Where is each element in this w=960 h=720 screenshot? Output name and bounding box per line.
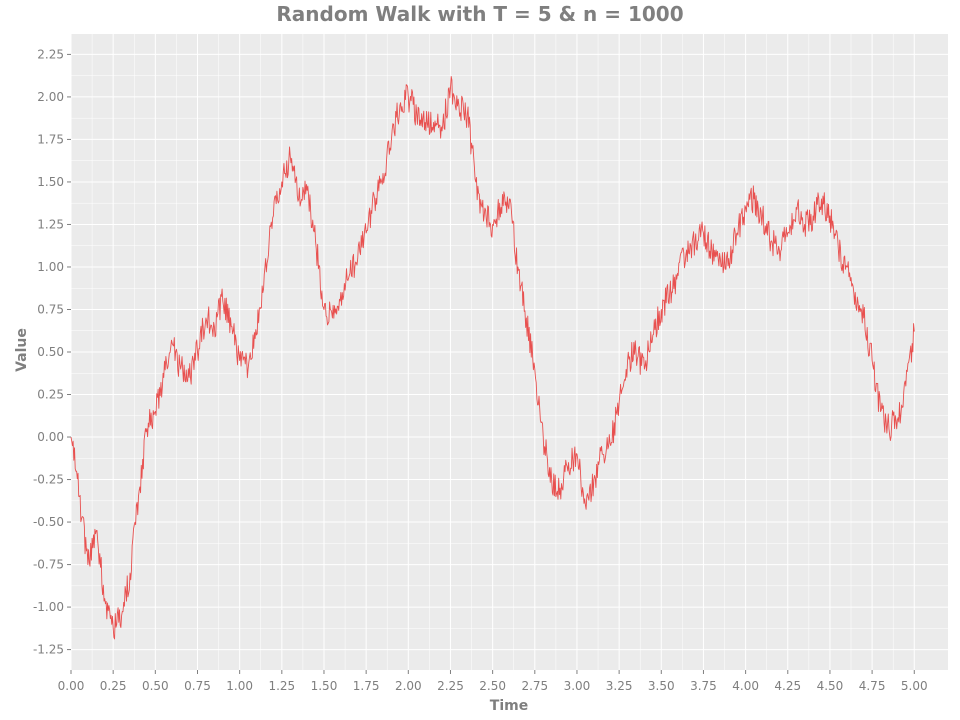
- y-tick-label: -1.25: [33, 643, 64, 657]
- x-tick-label: 3.25: [606, 679, 633, 693]
- x-tick-label: 1.25: [268, 679, 295, 693]
- x-tick-label: 5.00: [901, 679, 928, 693]
- chart-title: Random Walk with T = 5 & n = 1000: [276, 2, 683, 26]
- x-tick-label: 0.00: [58, 679, 85, 693]
- x-axis-label: Time: [490, 698, 528, 714]
- y-axis-label: Value: [14, 328, 30, 372]
- y-tick-label: 1.75: [37, 132, 64, 146]
- y-tick-label: 0.25: [37, 388, 64, 402]
- x-tick-label: 4.50: [817, 679, 844, 693]
- x-tick-label: 3.00: [564, 679, 591, 693]
- x-tick-label: 1.50: [311, 679, 338, 693]
- y-tick-label: 2.25: [37, 47, 64, 61]
- y-tick-label: 0.00: [37, 430, 64, 444]
- y-tick-label: -0.25: [33, 473, 64, 487]
- y-tick-label: 1.50: [37, 175, 64, 189]
- series-line-0: [70, 76, 915, 640]
- y-tick-label: -0.75: [33, 558, 64, 572]
- series-layer: [70, 76, 915, 640]
- x-tick-label: 4.00: [732, 679, 759, 693]
- x-tick-label: 3.50: [648, 679, 675, 693]
- x-tick-label: 4.75: [859, 679, 886, 693]
- x-tick-label: 2.25: [437, 679, 464, 693]
- x-tick-label: 1.75: [353, 679, 380, 693]
- x-tick-label: 0.50: [142, 679, 169, 693]
- x-tick-label: 2.00: [395, 679, 422, 693]
- x-tick-label: 3.75: [690, 679, 717, 693]
- grid-lines: [70, 34, 948, 670]
- y-axis-ticks: -1.25 -1.00 -0.75 -0.50 -0.25 0.00 0.25 0.50 0.7…: [33, 47, 71, 657]
- x-tick-label: 0.75: [184, 679, 211, 693]
- y-tick-label: 0.75: [37, 302, 64, 316]
- x-tick-label: 1.00: [226, 679, 253, 693]
- y-tick-label: 1.00: [37, 260, 64, 274]
- x-tick-label: 0.25: [100, 679, 127, 693]
- x-axis-ticks: 0.00 0.25 0.50 0.75 1.00 1.25 1.50 1.75 2.00 2.25…: [58, 670, 928, 693]
- y-tick-label: 0.50: [37, 345, 64, 359]
- x-tick-label: 2.75: [521, 679, 548, 693]
- x-tick-label: 2.50: [479, 679, 506, 693]
- y-tick-label: 1.25: [37, 217, 64, 231]
- y-tick-label: -0.50: [33, 515, 64, 529]
- y-tick-label: 2.00: [37, 90, 64, 104]
- x-tick-label: 4.25: [774, 679, 801, 693]
- y-tick-label: -1.00: [33, 600, 64, 614]
